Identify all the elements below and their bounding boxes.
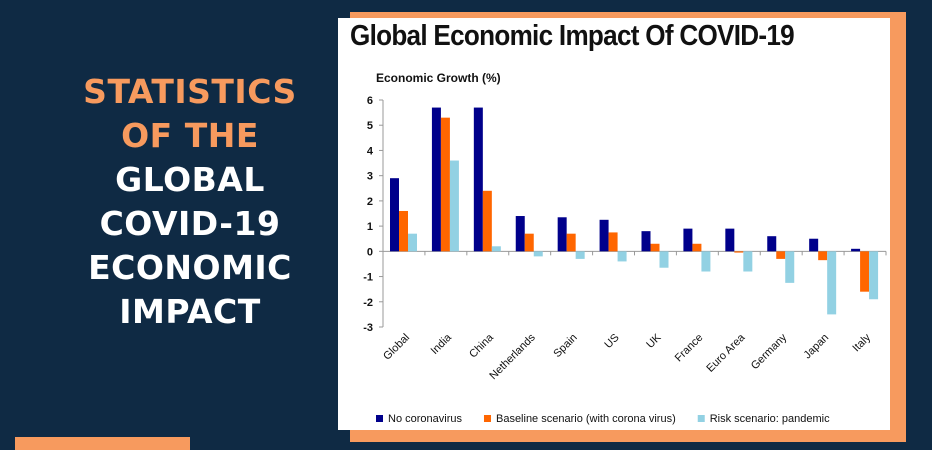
x-tick-label: Global	[381, 332, 412, 363]
bar-spain	[557, 217, 567, 252]
y-tick-label: 4	[367, 145, 374, 157]
bar-netherlands	[533, 251, 543, 257]
bar-uk	[641, 231, 651, 252]
bar-germany	[767, 236, 777, 252]
y-tick-label: 2	[367, 196, 373, 208]
y-tick-label: -1	[363, 272, 373, 284]
bar-us	[608, 232, 618, 252]
legend-swatch	[376, 415, 383, 422]
y-tick-label: 1	[367, 221, 373, 233]
x-tick-label: Italy	[850, 331, 873, 354]
bar-global	[408, 233, 417, 252]
bar-us	[599, 219, 609, 252]
bar-spain	[566, 233, 576, 252]
bar-japan	[827, 251, 837, 315]
x-tick-label: Japan	[802, 332, 832, 362]
bar-india	[449, 160, 459, 252]
bar-euro-area	[725, 228, 735, 252]
bar-china	[473, 107, 483, 252]
headline-line: GLOBAL	[115, 160, 265, 199]
bar-italy	[851, 248, 861, 252]
headline-line: ECONOMIC	[88, 248, 292, 287]
chart-card: Global Economic Impact Of COVID-19 Econo…	[338, 18, 890, 430]
y-tick-label: 0	[367, 246, 373, 258]
bar-japan	[809, 238, 819, 252]
bar-uk	[650, 243, 660, 252]
bar-india	[431, 107, 441, 252]
bar-netherlands	[524, 233, 534, 252]
y-tick-label: 3	[367, 171, 373, 183]
headline: STATISTICS OF THE GLOBAL COVID-19 ECONOM…	[40, 70, 340, 334]
bar-france	[701, 251, 711, 272]
y-tick-label: 6	[367, 95, 373, 107]
y-tick-label: -2	[363, 297, 373, 309]
bar-france	[683, 228, 693, 252]
x-tick-label: Germany	[749, 331, 790, 372]
bar-italy	[860, 251, 870, 292]
bar-india	[440, 117, 450, 252]
headline-line: IMPACT	[119, 292, 261, 331]
x-tick-label: India	[429, 331, 455, 357]
bar-euro-area	[743, 251, 753, 272]
headline-line: OF THE	[121, 116, 259, 155]
bar-china	[482, 190, 492, 252]
bar-france	[692, 243, 702, 252]
legend-label: Baseline scenario (with corona virus)	[496, 413, 676, 425]
bar-china	[491, 246, 501, 252]
y-axis-label: Economic Growth (%)	[376, 71, 501, 85]
headline-line: COVID-19	[99, 204, 281, 243]
bar-spain	[575, 251, 585, 259]
bar-italy	[869, 251, 879, 300]
bar-germany	[776, 251, 786, 259]
x-tick-label: China	[467, 331, 496, 360]
x-tick-label: France	[673, 332, 706, 365]
bar-netherlands	[515, 216, 525, 252]
x-tick-label: Spain	[551, 332, 579, 360]
x-tick-label: Netherlands	[487, 331, 538, 382]
chart-title: Global Economic Impact Of COVID-19	[350, 20, 795, 52]
bar-us	[617, 251, 627, 262]
bar-chart: Economic Growth (%)6 5 4 3 2 1 0 -1 -2 -3 Global In…	[363, 71, 887, 425]
bar-global	[399, 210, 408, 252]
bar-germany	[785, 251, 795, 283]
bar-japan	[818, 251, 828, 261]
headline-line: STATISTICS	[83, 72, 297, 111]
x-tick-label: US	[602, 332, 621, 351]
legend-swatch	[697, 415, 705, 422]
accent-bar	[15, 437, 190, 450]
bar-global	[390, 178, 399, 252]
legend-swatch	[483, 415, 491, 422]
y-tick-label: 5	[367, 120, 373, 132]
bar-euro-area	[734, 251, 744, 253]
x-tick-label: Euro Area	[704, 331, 748, 375]
y-tick-label: -3	[363, 322, 373, 334]
legend-label: Risk scenario: pandemic	[710, 413, 830, 425]
bar-uk	[659, 251, 669, 268]
x-tick-label: UK	[644, 331, 664, 351]
legend-label: No coronavirus	[388, 413, 462, 425]
